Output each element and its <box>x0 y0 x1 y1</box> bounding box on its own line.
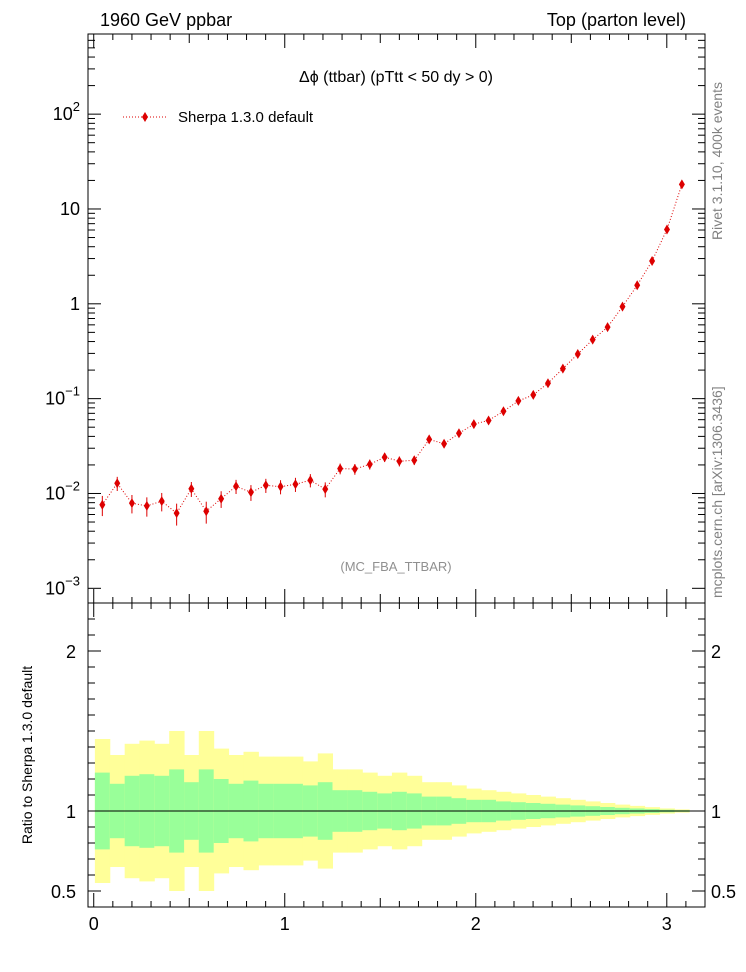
data-point <box>381 452 388 463</box>
y-tick-label: 1 <box>70 294 80 314</box>
data-point <box>604 322 611 333</box>
x-tick-label: 3 <box>662 914 672 934</box>
data-point <box>574 348 581 359</box>
ratio-panel: 0.5 0.5 1 1 2 2 0 1 2 3 Ratio to Sherpa 1.3.0 def… <box>19 602 736 934</box>
legend-marker <box>142 112 148 122</box>
x-tick-label: 0 <box>89 914 99 934</box>
data-point <box>589 334 596 345</box>
x-tick-label: 1 <box>280 914 290 934</box>
data-point <box>322 484 329 495</box>
data-point <box>114 478 121 489</box>
data-point <box>634 280 641 291</box>
data-point <box>188 483 195 494</box>
data-point <box>366 459 373 470</box>
data-point <box>470 419 477 430</box>
data-point <box>663 224 670 235</box>
ratio-ylabel: Ratio to Sherpa 1.3.0 default <box>19 666 35 844</box>
data-point <box>426 434 433 445</box>
data-point <box>292 479 299 490</box>
data-point <box>485 415 492 426</box>
data-point <box>307 475 314 486</box>
mcplots-label: mcplots.cern.ch [arXiv:1306.3436] <box>709 386 725 598</box>
y-tick-label: 10−3 <box>45 573 80 598</box>
header-process: Top (parton level) <box>547 10 686 30</box>
data-point <box>262 480 269 491</box>
ratio-y-tick-label-right: 1 <box>711 802 721 822</box>
data-point <box>619 301 626 312</box>
data-point <box>247 487 254 498</box>
data-point <box>173 508 180 519</box>
ratio-y-tick-label-right: 0.5 <box>711 882 736 902</box>
data-point <box>203 506 210 517</box>
data-point <box>530 389 537 400</box>
main-panel: Δϕ (ttbar) (pTtt < 50 dy > 0) 10−3 10−2 10… <box>45 33 706 604</box>
data-point <box>678 179 685 190</box>
ratio-y-tick-label: 2 <box>66 642 76 662</box>
series-line <box>101 184 683 514</box>
ratio-y-tick-label: 0.5 <box>51 882 76 902</box>
data-point <box>337 463 344 474</box>
data-point <box>559 363 566 374</box>
ratio-frame <box>87 602 706 908</box>
data-point <box>143 500 150 511</box>
data-point <box>99 499 106 510</box>
data-point <box>128 498 135 509</box>
data-point <box>158 496 165 507</box>
plot-title: Δϕ (ttbar) (pTtt < 50 dy > 0) <box>299 69 493 86</box>
data-point <box>218 493 225 504</box>
data-point <box>411 455 418 466</box>
data-point <box>544 378 551 389</box>
data-point <box>649 255 656 266</box>
header-energy: 1960 GeV ppbar <box>100 10 232 30</box>
data-point <box>351 464 358 475</box>
data-point <box>515 395 522 406</box>
ratio-y-tick-label-right: 2 <box>711 642 721 662</box>
legend: Sherpa 1.3.0 default <box>123 109 314 126</box>
data-point <box>233 481 240 492</box>
y-tick-label: 102 <box>53 99 80 124</box>
ratio-y-tick-label: 1 <box>66 802 76 822</box>
data-point <box>441 438 448 449</box>
data-point <box>455 428 462 439</box>
data-point <box>396 456 403 467</box>
data-point <box>277 481 284 492</box>
y-tick-label: 10 <box>60 199 80 219</box>
data-point <box>500 406 507 417</box>
x-tick-label: 2 <box>471 914 481 934</box>
watermark: (MC_FBA_TTBAR) <box>340 559 451 574</box>
y-tick-label: 10−1 <box>45 384 80 409</box>
y-tick-label: 10−2 <box>45 478 80 503</box>
legend-label: Sherpa 1.3.0 default <box>178 109 314 126</box>
rivet-label: Rivet 3.1.10, 400k events <box>709 82 725 240</box>
